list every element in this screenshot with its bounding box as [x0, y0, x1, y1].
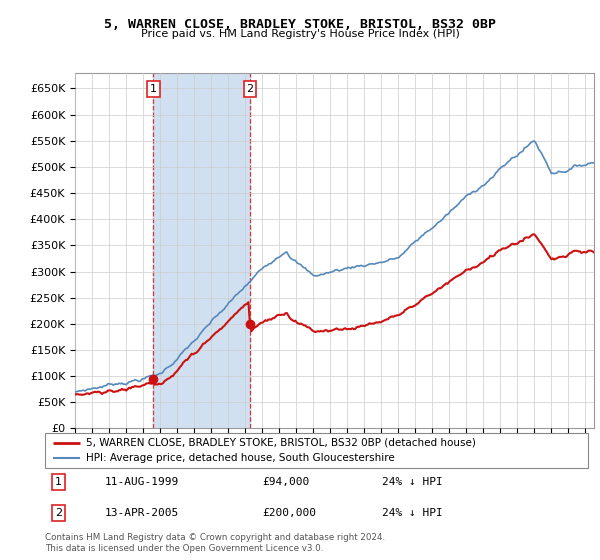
Text: 11-AUG-1999: 11-AUG-1999: [105, 477, 179, 487]
Text: 5, WARREN CLOSE, BRADLEY STOKE, BRISTOL, BS32 0BP (detached house): 5, WARREN CLOSE, BRADLEY STOKE, BRISTOL,…: [86, 437, 476, 447]
Text: Contains HM Land Registry data © Crown copyright and database right 2024.
This d: Contains HM Land Registry data © Crown c…: [45, 533, 385, 553]
Bar: [154, 73, 250, 428]
Text: 24% ↓ HPI: 24% ↓ HPI: [382, 508, 442, 518]
Text: £94,000: £94,000: [262, 477, 310, 487]
Text: £200,000: £200,000: [262, 508, 316, 518]
Text: 13-APR-2005: 13-APR-2005: [105, 508, 179, 518]
Text: 24% ↓ HPI: 24% ↓ HPI: [382, 477, 442, 487]
Text: Price paid vs. HM Land Registry's House Price Index (HPI): Price paid vs. HM Land Registry's House …: [140, 29, 460, 39]
Text: HPI: Average price, detached house, South Gloucestershire: HPI: Average price, detached house, Sout…: [86, 453, 394, 463]
FancyBboxPatch shape: [45, 433, 588, 468]
Text: 2: 2: [247, 84, 253, 94]
Text: 1: 1: [150, 84, 157, 94]
Text: 5, WARREN CLOSE, BRADLEY STOKE, BRISTOL, BS32 0BP: 5, WARREN CLOSE, BRADLEY STOKE, BRISTOL,…: [104, 18, 496, 31]
Text: 2: 2: [55, 508, 62, 518]
Text: 1: 1: [55, 477, 62, 487]
